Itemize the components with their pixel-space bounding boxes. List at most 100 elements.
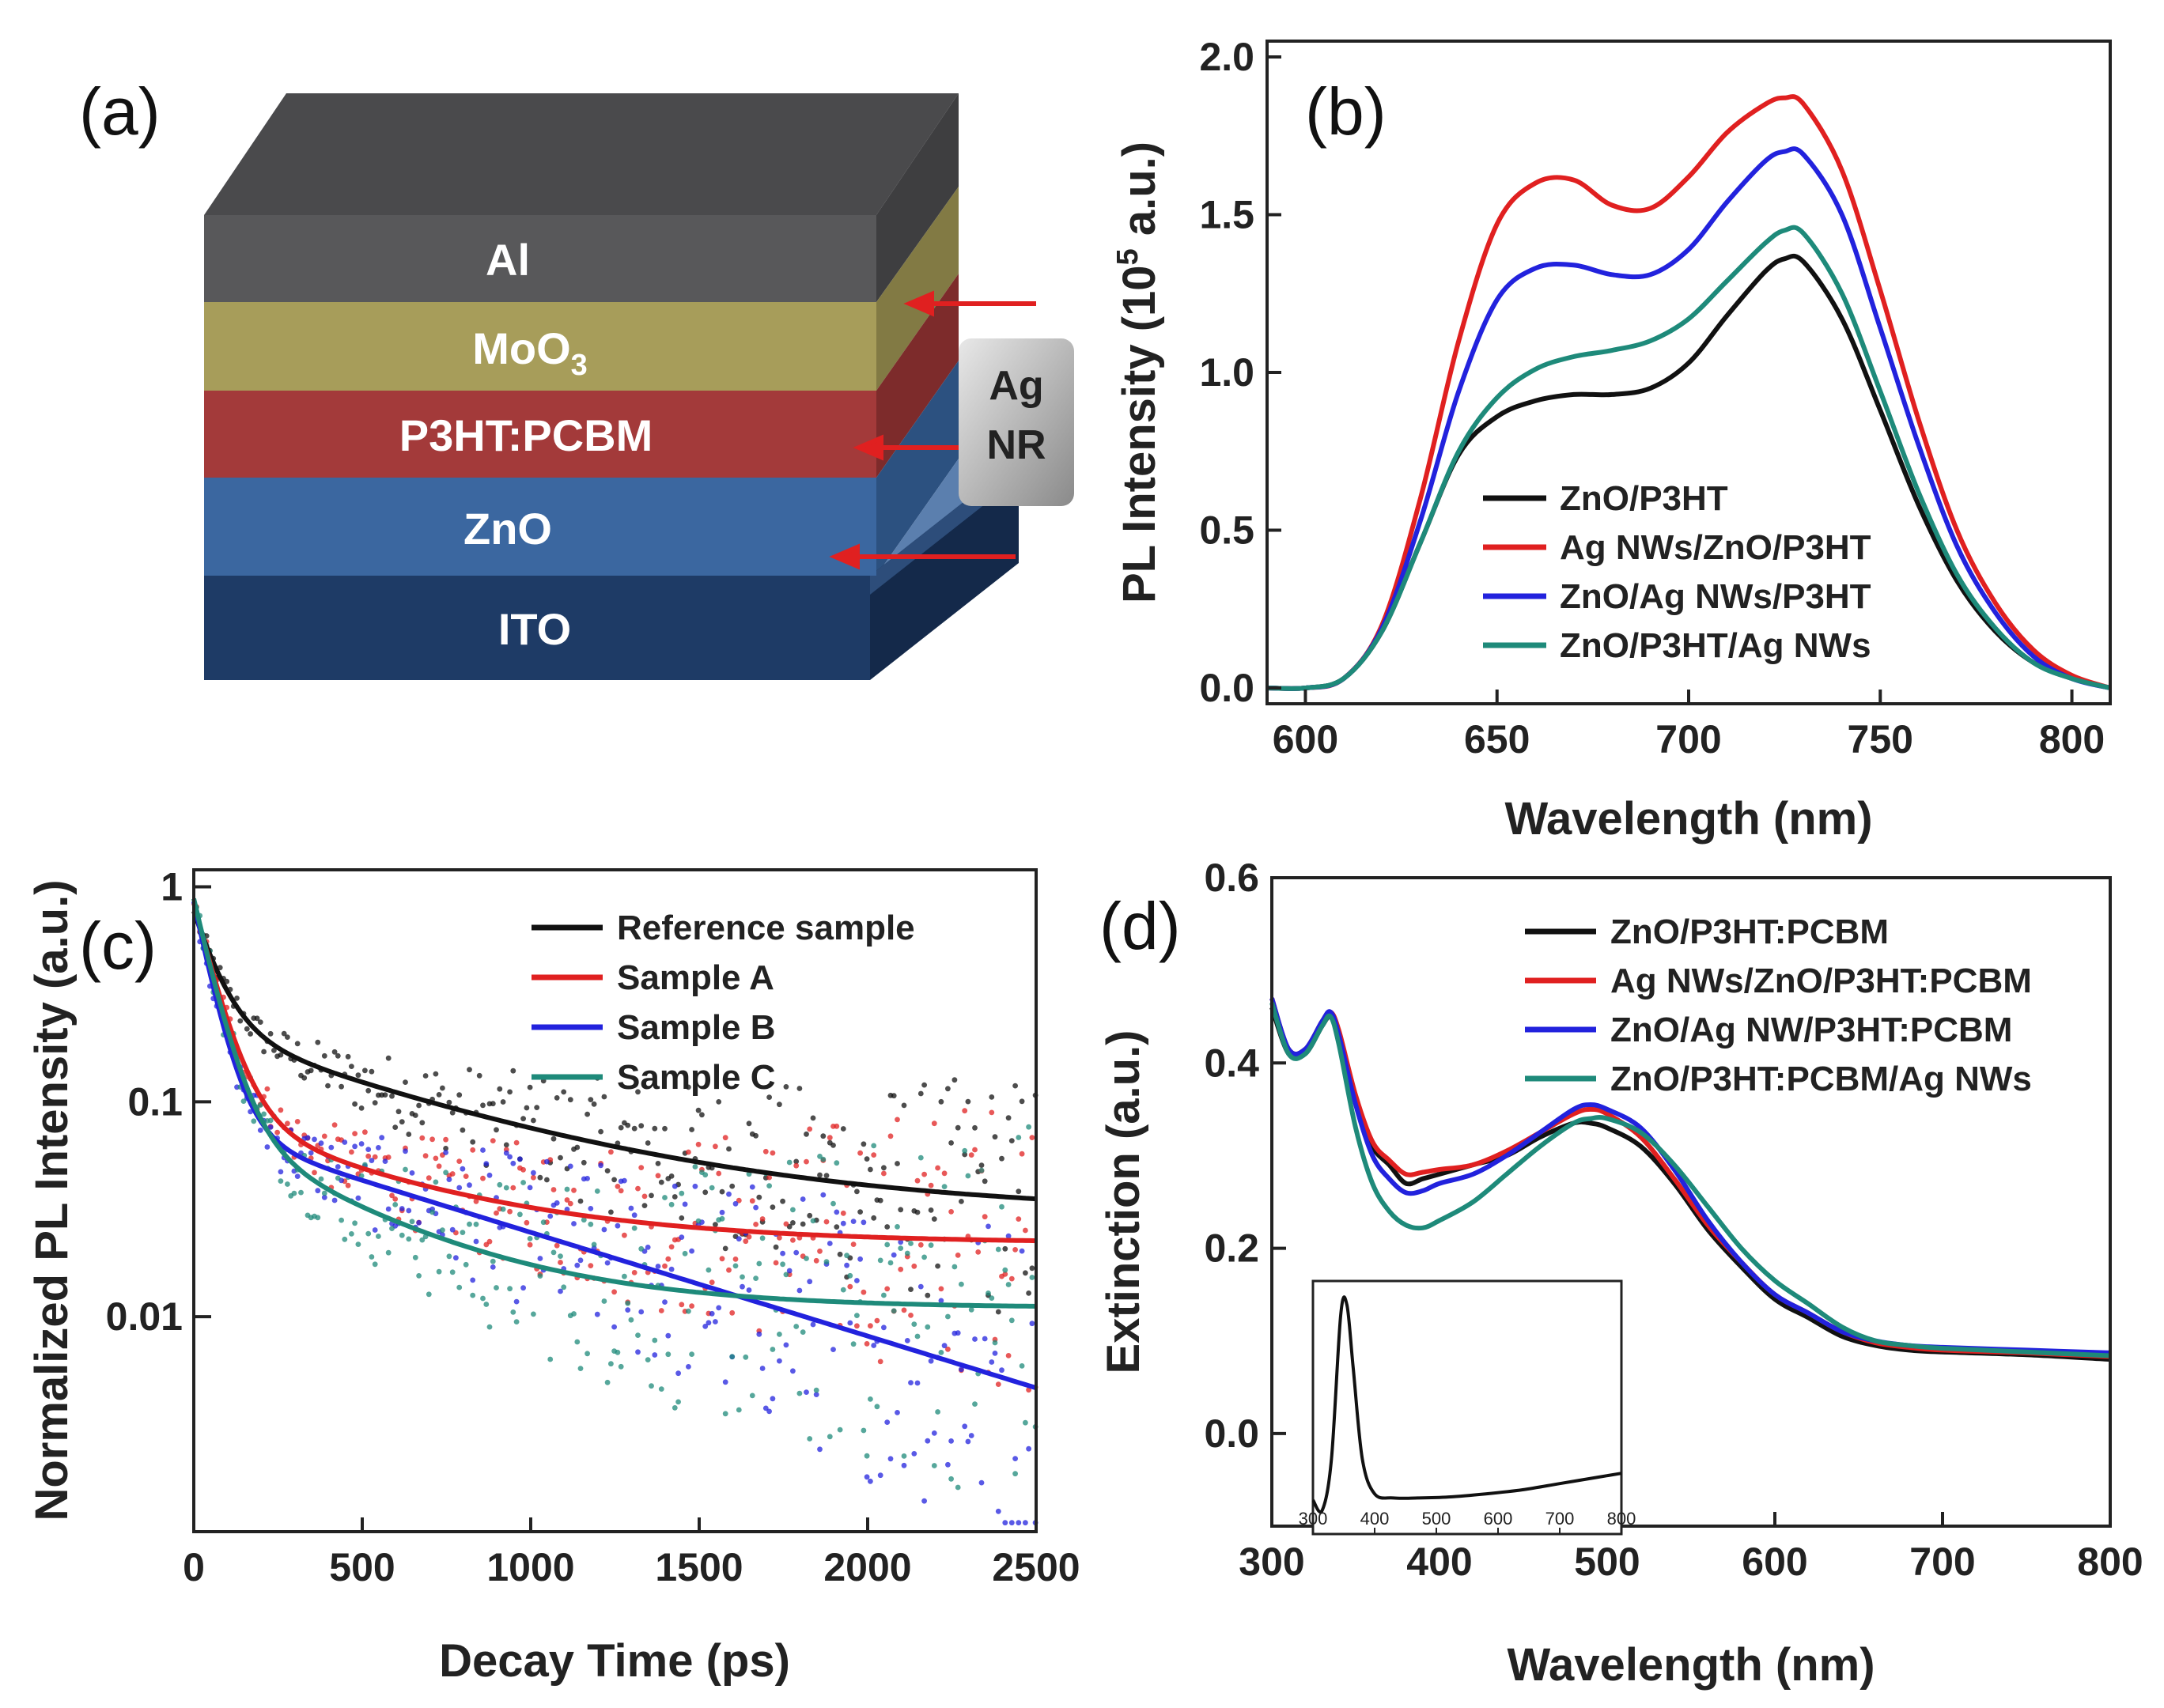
data-point: [948, 1438, 954, 1444]
data-point: [301, 1075, 308, 1081]
data-point: [608, 1209, 614, 1215]
data-point: [820, 1156, 827, 1162]
data-point: [850, 1341, 857, 1347]
data-point: [294, 1041, 301, 1047]
data-point: [321, 1190, 327, 1196]
data-point: [577, 1366, 584, 1371]
data-point: [986, 1223, 991, 1230]
data-point: [972, 1336, 978, 1342]
y-tick-label-b: 0.0: [1199, 666, 1254, 710]
data-point: [517, 1156, 523, 1162]
data-point: [901, 1307, 907, 1313]
data-point: [409, 1170, 415, 1176]
data-point: [921, 1498, 927, 1504]
data-point: [874, 1404, 880, 1410]
data-point: [662, 1125, 668, 1132]
data-point: [531, 1117, 536, 1124]
data-point: [955, 1330, 961, 1336]
data-point: [770, 1347, 776, 1352]
data-point: [938, 1098, 944, 1105]
data-point: [706, 1267, 712, 1273]
arrow-head-zno: [829, 543, 860, 570]
data-point: [962, 1108, 968, 1114]
data-point: [267, 1030, 274, 1037]
data-point: [864, 1341, 870, 1347]
data-point: [978, 1162, 985, 1168]
data-point: [382, 1092, 388, 1098]
data-point: [736, 1236, 742, 1242]
data-point: [777, 1102, 782, 1108]
data-point: [480, 1175, 486, 1181]
data-point: [497, 1181, 503, 1188]
data-point: [726, 1267, 732, 1273]
data-point: [352, 1101, 358, 1107]
data-point: [817, 1446, 823, 1453]
data-point: [237, 1018, 244, 1024]
data-point: [726, 1191, 732, 1197]
data-point: [810, 1115, 816, 1121]
data-point: [928, 1242, 934, 1249]
data-point: [914, 1380, 921, 1386]
data-point: [294, 1173, 301, 1179]
data-point: [403, 1079, 408, 1085]
data-point: [419, 1120, 426, 1126]
data-point: [240, 1098, 247, 1104]
data-point: [352, 1220, 358, 1226]
data-point: [773, 1260, 779, 1266]
data-point: [520, 1116, 526, 1122]
series-line-zno-p3ht-ag-nws: [1266, 225, 2111, 691]
data-point: [433, 1155, 439, 1162]
x-axis-title-d: Wavelength (nm): [1507, 1639, 1875, 1691]
data-point: [887, 1260, 894, 1266]
data-point: [804, 1256, 809, 1261]
data-point: [861, 1141, 867, 1147]
data-point: [564, 1186, 570, 1192]
data-point: [531, 1170, 536, 1176]
data-point: [871, 1215, 877, 1221]
data-point: [901, 1462, 907, 1468]
data-point: [567, 1200, 573, 1207]
data-point: [649, 1383, 654, 1389]
data-point: [376, 1234, 381, 1239]
data-point: [531, 1311, 536, 1317]
pl-decay-chart: 0 500 1000 1500 2000 2500 1 0.1 0.01 Decay Time …: [26, 865, 1080, 1687]
data-point: [645, 1245, 651, 1250]
data-point: [827, 1241, 833, 1246]
arrow-head-moo3: [903, 290, 934, 317]
data-point: [1002, 1245, 1008, 1252]
data-point: [558, 1253, 563, 1259]
data-point: [372, 1261, 378, 1268]
data-point: [372, 1227, 378, 1233]
data-point: [834, 1224, 840, 1230]
data-point: [594, 1188, 600, 1194]
data-point: [796, 1287, 803, 1294]
data-point: [665, 1256, 672, 1262]
data-point: [598, 1128, 603, 1135]
data-point: [611, 1177, 617, 1183]
data-point: [315, 1039, 321, 1045]
data-point: [628, 1205, 634, 1211]
data-point: [460, 1166, 466, 1172]
data-point: [807, 1436, 813, 1442]
layer-label-ito: ITO: [498, 604, 571, 654]
data-point: [257, 1128, 263, 1133]
stack-top-face: [204, 93, 959, 215]
x-tick-label-c: 1000: [486, 1545, 574, 1589]
data-point: [652, 1125, 658, 1132]
data-point: [777, 1332, 782, 1337]
data-point: [908, 1287, 914, 1292]
data-point: [713, 1319, 718, 1324]
data-point: [558, 1260, 563, 1265]
data-point: [740, 1274, 745, 1280]
data-point: [901, 1102, 907, 1109]
data-point: [938, 1298, 944, 1304]
data-point: [807, 1212, 813, 1219]
data-point: [857, 1209, 863, 1215]
inset-x-tick-label: 400: [1360, 1509, 1390, 1529]
legend-label-zno-p3ht: ZnO/P3HT: [1560, 479, 1728, 518]
data-point: [911, 1321, 917, 1327]
data-point: [419, 1237, 426, 1243]
data-point: [645, 1357, 651, 1362]
inset-frame: [1311, 1279, 1623, 1536]
data-point: [928, 1182, 934, 1188]
